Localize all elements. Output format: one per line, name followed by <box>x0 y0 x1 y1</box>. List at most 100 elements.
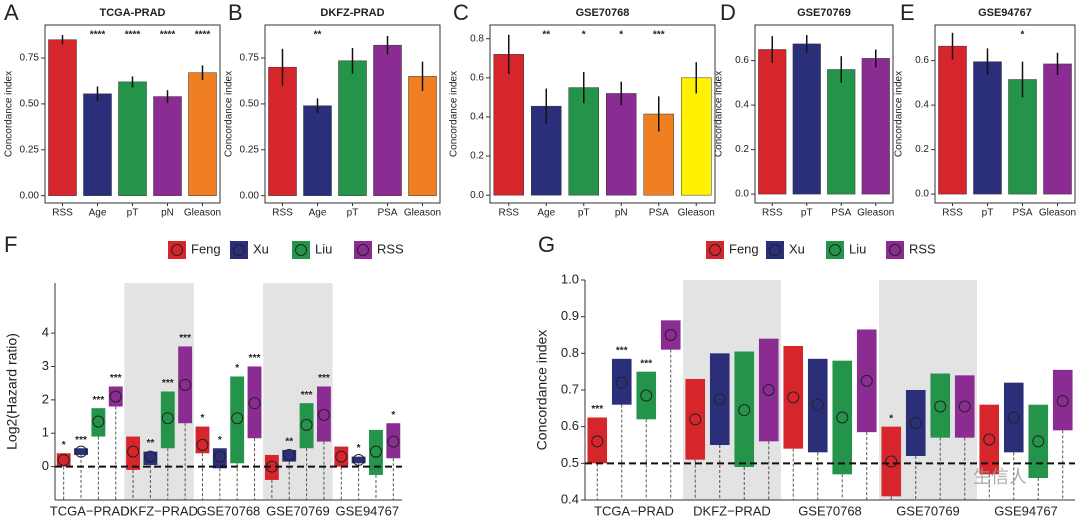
x-tick-label: GSE94767 <box>335 503 399 518</box>
frame <box>934 24 1076 204</box>
y-tick-label: 1.0 <box>561 271 579 286</box>
legend-key <box>292 241 310 259</box>
range-box <box>230 376 245 464</box>
range-box <box>299 403 314 449</box>
significance: * <box>1021 30 1025 41</box>
bar <box>493 54 524 196</box>
x-tick-label: TCGA−PRAD <box>594 503 674 518</box>
range-box <box>56 453 71 467</box>
panel-letter: A <box>4 0 19 25</box>
bar <box>1043 63 1072 195</box>
range-box <box>160 391 175 449</box>
range-box <box>247 366 262 439</box>
significance: *** <box>653 30 665 41</box>
y-tick-label: 0.75 <box>240 53 260 64</box>
x-tick-label: Age <box>537 208 555 219</box>
significance: *** <box>301 390 313 401</box>
center-point <box>958 400 971 413</box>
y-axis-label: Concordance index <box>449 71 460 157</box>
x-tick-label: pT <box>578 208 590 219</box>
center-point <box>1032 435 1045 448</box>
center-point <box>75 445 88 458</box>
x-tick-label: RSS <box>52 208 73 219</box>
y-axis-label: Concordance index <box>224 71 235 157</box>
x-tick-label: RSS <box>762 208 783 219</box>
panel-letter: E <box>900 0 915 25</box>
center-point <box>934 400 947 413</box>
x-tick-label: pN <box>161 208 174 219</box>
legend-key <box>706 241 724 259</box>
y-tick-label: 0.4 <box>915 100 929 111</box>
legend-label: RSS <box>377 241 404 256</box>
significance: *** <box>75 435 87 446</box>
y-tick-label: 3 <box>42 358 49 373</box>
y-tick-label: 1 <box>42 425 49 440</box>
panel-letter: G <box>538 232 555 257</box>
range-box <box>316 386 331 442</box>
significance: **** <box>160 30 176 41</box>
legend-key-point <box>769 244 781 256</box>
range-box <box>178 346 193 424</box>
y-tick-label: 0.50 <box>240 99 260 110</box>
y-tick-label: 0.9 <box>561 308 579 323</box>
panel: B DKFZ-PRAD Concordance index 0.00 0.25 0.50 0… <box>224 0 441 219</box>
range-box <box>91 408 106 437</box>
center-point <box>127 445 140 458</box>
significance: *** <box>179 333 191 344</box>
center-point <box>317 408 330 421</box>
x-tick-label: RSS <box>498 208 519 219</box>
center-point <box>1056 395 1069 407</box>
y-tick-label: 0.2 <box>915 144 929 155</box>
center-point <box>689 413 702 426</box>
x-tick-label: PSA <box>649 208 669 219</box>
bar <box>606 93 637 196</box>
y-axis-label: Concordance index <box>714 71 725 157</box>
legend-key-point <box>709 244 721 256</box>
range-box <box>856 329 877 433</box>
center-point <box>811 398 824 411</box>
bar <box>792 43 821 195</box>
significance: * <box>889 413 893 424</box>
bar <box>681 77 712 196</box>
range-box <box>264 454 279 480</box>
panel-letter: F <box>4 232 17 257</box>
legend-label: Feng <box>191 241 221 256</box>
x-tick-label: Age <box>309 208 327 219</box>
range-box <box>734 351 755 467</box>
significance: ** <box>285 437 293 448</box>
center-point <box>738 404 751 417</box>
y-tick-label: 0.0 <box>735 189 749 200</box>
legend-key-point <box>171 244 183 256</box>
range-box <box>881 426 902 497</box>
bar <box>568 87 599 196</box>
y-axis-label: Concordance index <box>534 330 550 451</box>
panel-letter: D <box>720 0 736 25</box>
center-point <box>231 412 244 425</box>
center-point <box>144 450 157 463</box>
range-box <box>979 404 1000 475</box>
range-box <box>636 371 657 420</box>
significance: **** <box>90 30 106 41</box>
center-point <box>179 378 192 391</box>
range-box <box>832 360 853 475</box>
y-tick-label: 0.50 <box>20 99 40 110</box>
center-point <box>1007 411 1020 424</box>
range-box <box>905 390 926 456</box>
panel-letter: C <box>453 0 469 25</box>
legend-label: Xu <box>253 241 269 256</box>
range-box <box>660 320 681 350</box>
center-point <box>762 384 775 396</box>
y-tick-label: 0.4 <box>561 491 579 506</box>
y-tick-label: 0.6 <box>735 55 749 66</box>
frame <box>489 24 716 204</box>
watermark: 生信人 <box>973 467 1027 487</box>
center-point <box>885 455 898 468</box>
range-box <box>1003 382 1024 453</box>
y-tick-label: 0.00 <box>20 190 40 201</box>
bar <box>153 96 182 196</box>
legend-key <box>886 241 904 259</box>
y-tick-label: 0.2 <box>470 151 484 162</box>
y-tick-label: 4 <box>42 325 49 340</box>
